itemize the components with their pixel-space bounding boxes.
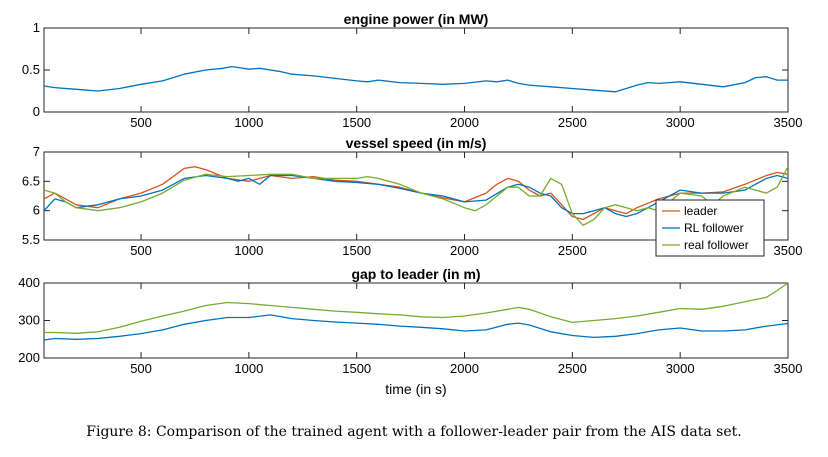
gap-to-leader-x-axis-label: time (in s) (385, 381, 446, 397)
vessel-speed-title: vessel speed (in m/s) (346, 135, 487, 151)
gap-to-leader-y-tick-label: 300 (18, 313, 40, 328)
legend-label-leader: leader (684, 204, 717, 218)
engine-power-axes-box (43, 27, 789, 113)
engine-power-x-tick-label: 2500 (558, 115, 587, 130)
gap-to-leader-x-tick-label: 1500 (342, 361, 371, 376)
gap-to-leader-panel: 500 1000 1500 2000 2500 3000 3500 200 300 400 gap … (18, 266, 802, 397)
legend-label-real-follower: real follower (684, 238, 749, 252)
vessel-speed-x-tick-label: 3500 (774, 243, 803, 258)
engine-power-x-tick-label: 2000 (450, 115, 479, 130)
gap-to-leader-axes-box (43, 282, 789, 359)
engine-power-x-tick-label: 1000 (234, 115, 263, 130)
legend-label-rl-follower: RL follower (684, 221, 744, 235)
vessel-speed-panel: 5001000150020002500300035005.566.57vesse… (22, 135, 803, 258)
vessel-speed-y-tick-label: 5.5 (22, 232, 40, 247)
vessel-speed-legend: leader RL follower real follower (655, 199, 765, 257)
gap-to-leader-x-tick-label: 2000 (450, 361, 479, 376)
engine-power-title: engine power (in MW) (344, 11, 489, 27)
gap-to-leader-y-tick-label: 400 (18, 275, 40, 290)
vessel-speed-x-tick-label: 1500 (342, 243, 371, 258)
engine-power-x-tick-label: 1500 (342, 115, 371, 130)
engine-power-panel: 500 1000 1500 2000 2500 3000 3500 0 0.5 1 engine p… (22, 11, 803, 130)
vessel-speed-x-tick-label: 1000 (234, 243, 263, 258)
gap-to-leader-title: gap to leader (in m) (351, 266, 480, 282)
engine-power-y-tick-label: 0.5 (22, 62, 40, 77)
vessel-speed-x-tick-label: 500 (130, 243, 152, 258)
vessel-speed-y-tick-label: 6 (33, 203, 40, 218)
gap-to-leader-y-tick-label: 200 (18, 350, 40, 365)
engine-power-x-tick-label: 3000 (666, 115, 695, 130)
gap-to-leader-series-2 (44, 282, 789, 334)
gap-to-leader-x-tick-label: 2500 (558, 361, 587, 376)
vessel-speed-x-tick-label: 2500 (558, 243, 587, 258)
gap-to-leader-x-tick-label: 3000 (666, 361, 695, 376)
vessel-speed-y-tick-label: 6.5 (22, 173, 40, 188)
vessel-speed-y-tick-label: 7 (33, 144, 40, 159)
gap-to-leader-series-1 (43, 314, 789, 341)
gap-to-leader-x-tick-label: 1000 (234, 361, 263, 376)
gap-to-leader-x-tick-label: 500 (130, 361, 152, 376)
engine-power-x-tick-label: 500 (130, 115, 152, 130)
vessel-speed-series-leader (43, 166, 789, 221)
vessel-speed-x-tick-label: 2000 (450, 243, 479, 258)
engine-power-y-tick-label: 1 (33, 20, 40, 35)
engine-power-series-1 (43, 65, 788, 93)
figure: 500 1000 1500 2000 2500 3000 3500 0 0.5 1 engine p… (18, 11, 803, 397)
engine-power-x-tick-label: 3500 (774, 115, 803, 130)
figure-caption: Figure 8: Comparison of the trained agen… (86, 424, 742, 440)
engine-power-y-tick-label: 0 (33, 104, 40, 119)
gap-to-leader-x-tick-label: 3500 (774, 361, 803, 376)
